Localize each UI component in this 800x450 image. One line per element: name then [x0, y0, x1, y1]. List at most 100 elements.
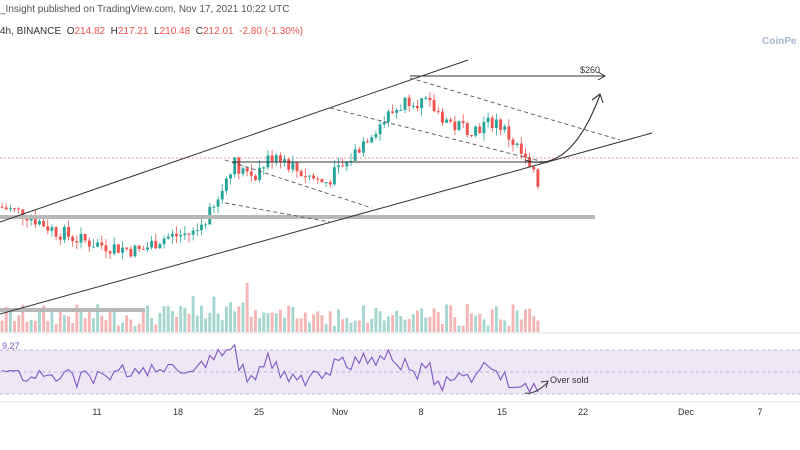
- candle-up: [378, 124, 382, 135]
- candle-up: [403, 97, 407, 110]
- candle-down: [524, 153, 527, 158]
- volume-bar: [249, 316, 253, 332]
- candle-down: [320, 179, 324, 183]
- volume-bar: [154, 324, 158, 332]
- candle-up: [274, 155, 278, 162]
- volume-bar: [166, 306, 170, 332]
- volume-bar: [328, 311, 332, 332]
- support-zone-low: [0, 308, 145, 312]
- volume-bar: [79, 311, 83, 332]
- candle-down: [499, 119, 502, 130]
- candle-up: [121, 247, 124, 253]
- volume-bar: [428, 316, 432, 332]
- candle-down: [4, 207, 8, 210]
- volume-bar: [295, 318, 299, 332]
- candle-down: [125, 247, 129, 249]
- candle-up: [146, 247, 149, 250]
- volume-bar: [146, 305, 149, 332]
- flag1-upper: [224, 159, 373, 209]
- candle-up: [112, 244, 116, 254]
- candle-down: [299, 171, 303, 177]
- volume-bar: [4, 306, 8, 332]
- ohlc-line: 4h, BINANCE O214.82 H217.21 L210.48 C212…: [0, 26, 303, 37]
- x-tick-label: 25: [253, 407, 265, 417]
- volume-bar: [332, 325, 336, 332]
- volume-bar: [133, 325, 137, 332]
- volume-bar: [254, 310, 257, 332]
- publisher-line: _Insight published on TradingView.com, N…: [0, 4, 290, 15]
- candle-down: [295, 162, 299, 172]
- low-value: 210.48: [159, 26, 191, 37]
- volume-bar: [224, 306, 228, 332]
- volume-bar: [528, 308, 532, 332]
- volume-bar: [274, 313, 278, 332]
- flag2-upper: [409, 77, 621, 141]
- candle-up: [166, 236, 170, 239]
- candle-down: [100, 242, 104, 246]
- volume-bar: [424, 317, 428, 332]
- volume-bar: [382, 320, 386, 332]
- volume-bar: [378, 311, 382, 332]
- x-tick-label: 11: [92, 407, 102, 417]
- candle-up: [179, 235, 183, 237]
- candle-down: [75, 241, 79, 243]
- candle-up: [395, 109, 399, 113]
- volume-bar: [432, 308, 436, 332]
- candle-down: [154, 240, 158, 249]
- volume-bar: [465, 304, 469, 332]
- volume-bar: [461, 325, 465, 332]
- volume-bar: [162, 306, 166, 332]
- volume-bar: [33, 320, 37, 332]
- volume-bar: [494, 306, 498, 332]
- volume-bar: [121, 322, 124, 332]
- candle-down: [137, 245, 141, 249]
- candle-up: [349, 160, 353, 162]
- volume-bar: [303, 312, 307, 332]
- candle-up: [291, 162, 295, 170]
- volume-bar: [8, 308, 12, 332]
- volume-bar: [87, 309, 91, 332]
- candle-up: [170, 233, 174, 237]
- volume-bar: [137, 323, 141, 332]
- oversold-arrowhead: [540, 380, 549, 389]
- candle-up: [386, 111, 390, 123]
- volume-bar: [191, 296, 195, 332]
- candle-down: [532, 166, 536, 170]
- volume-bar: [470, 313, 473, 332]
- symbol-label: 4h, BINANCE: [0, 26, 62, 37]
- volume-bar: [312, 314, 316, 332]
- candle-up: [457, 121, 461, 131]
- volume-bar: [445, 304, 448, 332]
- candle-down: [141, 248, 145, 250]
- candle-down: [42, 221, 46, 227]
- candle-down: [440, 111, 444, 123]
- candle-down: [108, 251, 112, 254]
- candle-up: [158, 244, 162, 249]
- volume-bar: [266, 313, 270, 332]
- volume-bar: [474, 315, 478, 332]
- candle-down: [129, 248, 133, 257]
- volume-bar: [46, 320, 50, 332]
- candle-down: [278, 155, 282, 163]
- candle-down: [187, 233, 191, 235]
- candle-down: [303, 176, 307, 178]
- candle-down: [449, 119, 453, 122]
- volume-bar: [436, 312, 440, 332]
- volume-bar: [507, 325, 511, 332]
- candle-up: [308, 175, 311, 177]
- volume-bar: [112, 307, 116, 332]
- candle-up: [486, 117, 490, 123]
- candle-up: [241, 168, 245, 174]
- candle-up: [38, 221, 41, 225]
- candle-up: [362, 141, 365, 153]
- candle-down: [13, 208, 16, 210]
- volume-bar: [108, 310, 112, 332]
- volume-bar: [212, 296, 216, 332]
- candle-up: [220, 190, 224, 200]
- volume-bar: [503, 320, 507, 332]
- candle-down: [0, 206, 4, 208]
- volume-bar: [536, 320, 540, 332]
- volume-bar: [386, 316, 390, 332]
- candle-down: [453, 121, 457, 131]
- channel-upper-trendline: [0, 59, 469, 223]
